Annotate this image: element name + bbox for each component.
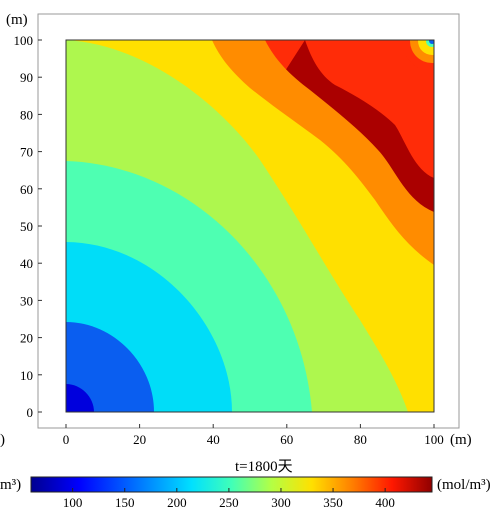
- colorbar-tick-label: 400: [375, 495, 395, 510]
- y-tick-label: 20: [20, 331, 33, 346]
- x-tick-label: 60: [280, 432, 293, 447]
- y-tick-label: 0: [27, 405, 34, 420]
- colorbar-unit-right: (mol/m³): [437, 477, 491, 493]
- colorbar-ticks: 100 150 200 250 300 350 400: [63, 488, 395, 510]
- x-tick-label: 100: [424, 432, 444, 447]
- y-tick-label: 10: [20, 368, 33, 383]
- y-tick-label: 100: [14, 33, 34, 48]
- y-tick-label: 50: [20, 219, 33, 234]
- y-tick-label: 40: [20, 256, 33, 271]
- x-axis-ticks: 0 20 40 60 80 100: [63, 424, 444, 447]
- colorbar-tick-label: 300: [271, 495, 291, 510]
- contour-band-8: [66, 322, 154, 412]
- colorbar-unit-left: m³): [0, 477, 21, 493]
- chart-title: t=1800天: [235, 459, 293, 475]
- x-tick-label: 80: [354, 432, 367, 447]
- plot-area: [65, 39, 435, 413]
- contour-band-9: [66, 384, 94, 412]
- colorbar-tick-label: 350: [323, 495, 343, 510]
- colorbar-tick-label: 200: [167, 495, 187, 510]
- corner-hot-band-5: [429, 40, 434, 44]
- x-axis-label: (m): [450, 432, 472, 448]
- x-tick-label: 0: [63, 432, 70, 447]
- y-tick-label: 60: [20, 182, 33, 197]
- x-tick-label: 40: [207, 432, 220, 447]
- y-axis-ticks: 0 10 20 30 40 50 60 70 80 90 100: [14, 33, 42, 420]
- y-axis-label: (m): [6, 12, 28, 28]
- colorbar: [30, 476, 433, 493]
- colorbar-tick-label: 250: [219, 495, 239, 510]
- y-tick-label: 80: [20, 107, 33, 122]
- colorbar-tick-label: 100: [63, 495, 83, 510]
- y-tick-label: 70: [20, 145, 33, 160]
- y-tick-label: 30: [20, 293, 33, 308]
- x-tick-label: 20: [133, 432, 146, 447]
- colorbar-tick-label: 150: [115, 495, 135, 510]
- domain-border: [65, 39, 435, 413]
- left-axis-stub: ): [0, 432, 5, 448]
- y-tick-label: 90: [20, 70, 33, 85]
